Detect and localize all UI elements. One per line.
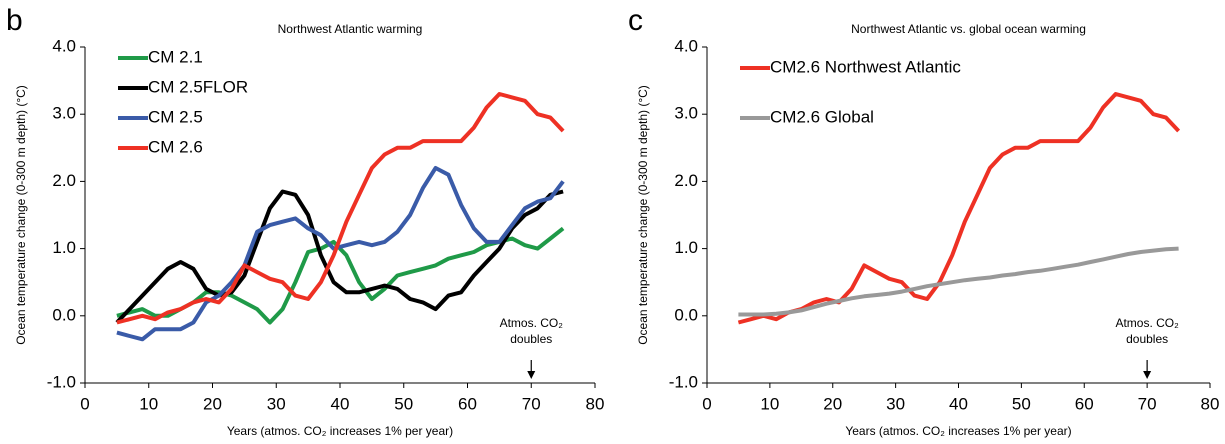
- x-tick-label: 10: [760, 394, 779, 413]
- x-tick-label: 0: [702, 394, 711, 413]
- y-tick-label: 4.0: [52, 36, 76, 55]
- x-tick-label: 70: [522, 394, 541, 413]
- legend-label: CM 2.6: [148, 137, 203, 156]
- y-tick-label: 4.0: [674, 36, 698, 55]
- x-tick-label: 80: [586, 394, 605, 413]
- chart-title: Northwest Atlantic vs. global ocean warm…: [851, 22, 1086, 36]
- y-tick-label: 0.0: [674, 305, 698, 324]
- x-axis-label: Years (atmos. CO₂ increases 1% per year): [845, 424, 1071, 438]
- x-tick-label: 60: [1075, 394, 1094, 413]
- x-tick-label: 30: [886, 394, 905, 413]
- y-axis-label: Ocean temperature change (0-300 m depth)…: [14, 85, 28, 345]
- y-tick-label: -1.0: [669, 372, 698, 391]
- series-line: [115, 189, 564, 324]
- y-tick-label: 2.0: [674, 171, 698, 190]
- panel-letter: b: [6, 4, 23, 37]
- x-tick-label: 20: [203, 394, 222, 413]
- x-tick-label: 40: [949, 394, 968, 413]
- chart-title: Northwest Atlantic warming: [278, 22, 423, 36]
- series-line: [116, 166, 565, 342]
- annotation: Atmos. CO₂: [500, 316, 564, 330]
- y-tick-label: 2.0: [52, 171, 76, 190]
- annotation-arrowhead: [527, 371, 536, 379]
- y-tick-label: 3.0: [674, 104, 698, 123]
- y-tick-label: 0.0: [52, 305, 76, 324]
- y-tick-label: -1.0: [47, 372, 76, 391]
- legend-label: CM 2.5FLOR: [148, 77, 248, 96]
- annotation-arrowhead: [1143, 371, 1152, 379]
- legend-label: CM2.6 Northwest Atlantic: [770, 57, 961, 76]
- legend-label: CM2.6 Global: [770, 107, 874, 126]
- series-line: [116, 92, 565, 325]
- y-tick-label: 1.0: [674, 238, 698, 257]
- annotation: doubles: [1126, 332, 1168, 346]
- x-tick-label: 20: [823, 394, 842, 413]
- x-tick-label: 10: [139, 394, 158, 413]
- x-tick-label: 40: [331, 394, 350, 413]
- series-line: [738, 246, 1179, 317]
- panel: b Northwest Atlantic warming -1.0 0.0 1.0 2.0…: [6, 4, 604, 438]
- y-tick-label: 3.0: [52, 104, 76, 123]
- x-tick-label: 60: [458, 394, 477, 413]
- y-tick-label: 1.0: [52, 238, 76, 257]
- annotation: doubles: [510, 332, 552, 346]
- x-tick-label: 80: [1201, 394, 1220, 413]
- legend-label: CM 2.1: [148, 47, 203, 66]
- annotation: Atmos. CO₂: [1115, 316, 1179, 330]
- x-tick-label: 50: [394, 394, 413, 413]
- x-tick-label: 70: [1138, 394, 1157, 413]
- panel: c Northwest Atlantic vs. global ocean war…: [628, 4, 1219, 438]
- panel-letter: c: [628, 4, 643, 37]
- series-line: [737, 92, 1181, 325]
- y-axis-label: Ocean temperature change (0-300 m depth)…: [636, 85, 650, 345]
- legend-label: CM 2.5: [148, 107, 203, 126]
- x-tick-label: 0: [80, 394, 89, 413]
- x-tick-label: 30: [267, 394, 286, 413]
- x-tick-label: 50: [1012, 394, 1031, 413]
- x-axis-label: Years (atmos. CO₂ increases 1% per year): [227, 424, 453, 438]
